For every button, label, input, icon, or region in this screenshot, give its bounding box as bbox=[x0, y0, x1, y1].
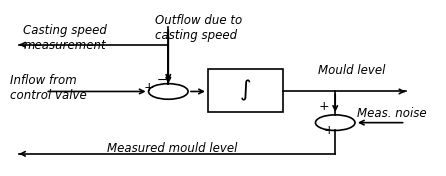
Text: Outflow due to
casting speed: Outflow due to casting speed bbox=[155, 14, 242, 42]
Text: Measured mould level: Measured mould level bbox=[107, 142, 237, 155]
Text: +: + bbox=[319, 100, 330, 113]
Text: Mould level: Mould level bbox=[318, 64, 385, 77]
Text: ∫: ∫ bbox=[240, 80, 251, 101]
Text: Inflow from
control valve: Inflow from control valve bbox=[10, 74, 87, 102]
Text: +: + bbox=[323, 124, 334, 137]
FancyBboxPatch shape bbox=[208, 69, 282, 112]
Text: −: − bbox=[157, 74, 167, 87]
Text: Casting speed
measurement: Casting speed measurement bbox=[23, 24, 107, 52]
Text: Meas. noise: Meas. noise bbox=[357, 108, 427, 121]
Text: +: + bbox=[143, 81, 154, 94]
